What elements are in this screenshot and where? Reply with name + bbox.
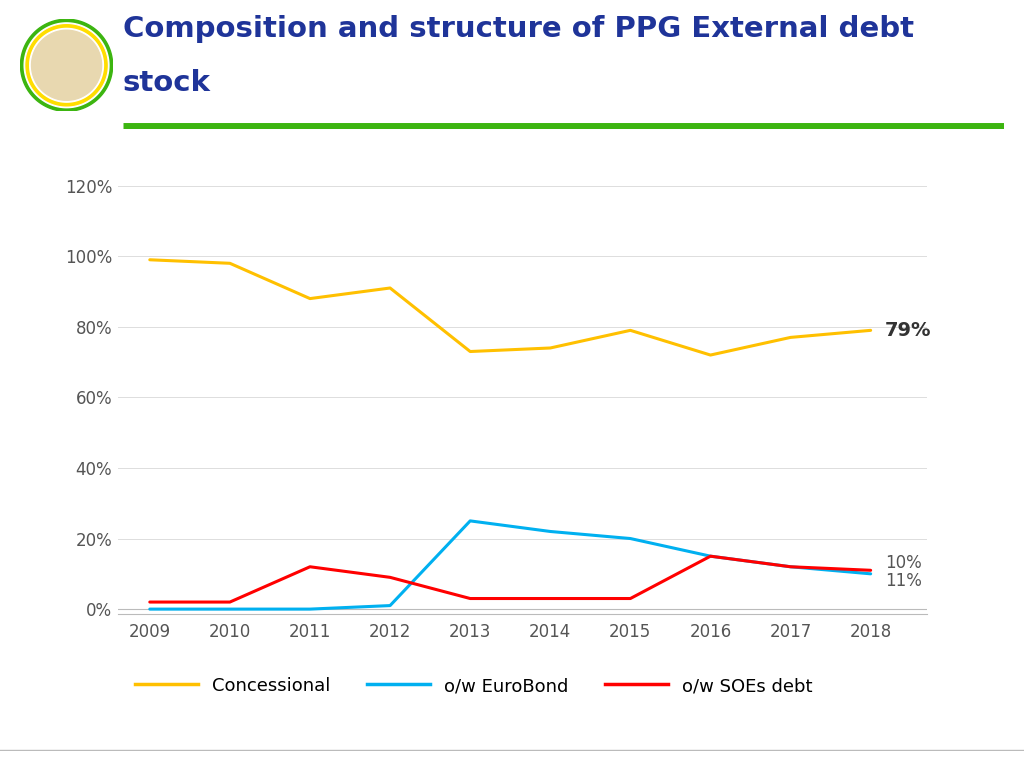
Polygon shape <box>30 28 103 102</box>
Text: stock: stock <box>123 69 211 98</box>
Polygon shape <box>25 23 109 108</box>
Text: 79%: 79% <box>885 321 932 340</box>
Polygon shape <box>26 25 108 106</box>
Polygon shape <box>32 30 101 101</box>
Text: 11%: 11% <box>885 572 922 590</box>
Text: Composition and structure of PPG External debt: Composition and structure of PPG Externa… <box>123 15 913 43</box>
Polygon shape <box>20 19 113 111</box>
Legend: Concessional, o/w EuroBond, o/w SOEs debt: Concessional, o/w EuroBond, o/w SOEs deb… <box>134 676 813 695</box>
Text: 10%: 10% <box>885 554 922 572</box>
